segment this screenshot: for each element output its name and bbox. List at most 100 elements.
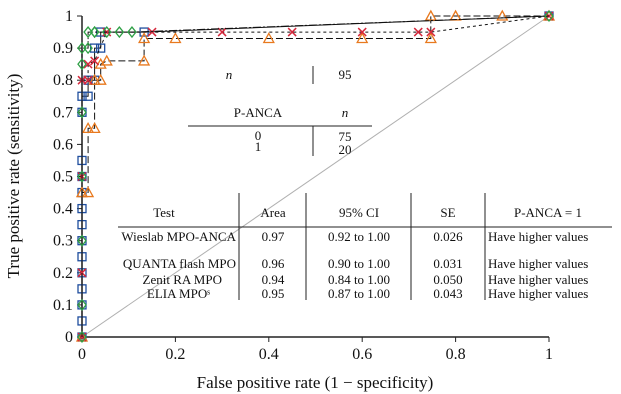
results-cell-panca: Have higher values — [488, 286, 588, 301]
summary-row0-panca: 0 — [255, 128, 262, 143]
results-header-panca: P-ANCA = 1 — [514, 205, 582, 220]
results-cell-area: 0.96 — [262, 256, 285, 271]
x-tick-label: 1 — [545, 346, 553, 363]
summary-row1-n: 20 — [339, 142, 352, 157]
results-cell-se: 0.026 — [433, 229, 463, 244]
data-point — [413, 27, 423, 37]
y-tick-label: 0 — [65, 329, 73, 346]
data-point — [424, 32, 437, 44]
data-point — [101, 26, 112, 39]
data-point — [138, 32, 151, 44]
x-axis-ticks: 0 0.2 0.4 0.6 0.8 1 — [78, 337, 553, 363]
data-point — [77, 298, 87, 311]
data-point — [83, 42, 93, 55]
data-point — [94, 73, 107, 85]
results-cell-area: 0.97 — [262, 229, 285, 244]
results-cell-se: 0.050 — [433, 272, 462, 287]
y-tick-label: 0.8 — [53, 72, 73, 89]
y-axis-ticks: 0 0.1 0.2 0.3 0.4 0.5 0.6 0.7 0.8 0.9 1 — [53, 8, 82, 346]
results-cell-panca: Have higher values — [488, 229, 588, 244]
data-point — [77, 330, 87, 344]
summary-table: n 95 P-ANCA n 0 75 1 20 — [188, 66, 372, 157]
y-tick-label: 0.7 — [53, 104, 73, 121]
reference-diagonal-line — [81, 15, 550, 338]
results-row-zenit: Zenit RA MPO 0.94 0.84 to 1.00 0.050 Hav… — [143, 272, 589, 287]
data-point — [96, 43, 106, 53]
summary-col-panca: P-ANCA — [234, 105, 283, 120]
y-tick-label: 1 — [65, 8, 73, 25]
summary-row1-panca: 1 — [255, 139, 262, 154]
data-point — [89, 43, 100, 53]
data-point — [147, 27, 157, 37]
results-cell-panca: Have higher values — [488, 272, 588, 287]
results-cell-panca: Have higher values — [488, 256, 588, 271]
data-point — [77, 106, 87, 119]
results-header-ci: 95% CI — [339, 205, 379, 220]
data-point — [90, 56, 100, 66]
results-row-quanta: QUANTA flash MPO 0.96 0.90 to 1.00 0.031… — [123, 256, 588, 271]
data-point — [88, 73, 101, 85]
data-point — [426, 27, 436, 37]
y-tick-label: 0.3 — [53, 233, 73, 250]
summary-n-value: 95 — [339, 67, 352, 82]
data-point — [496, 9, 509, 21]
results-row-wieslab: Wieslab MPO-ANCA 0.97 0.92 to 1.00 0.026… — [121, 229, 588, 244]
data-point — [83, 59, 93, 69]
data-point — [81, 122, 95, 134]
results-cell-test: Wieslab MPO-ANCA — [121, 229, 236, 244]
series-layer — [75, 9, 556, 344]
data-point — [114, 26, 125, 39]
results-cell-ci: 0.90 to 1.00 — [328, 256, 390, 271]
results-cell-ci: 0.87 to 1.00 — [328, 286, 390, 301]
y-tick-label: 0.5 — [53, 169, 73, 186]
data-point — [424, 9, 437, 21]
data-point — [77, 268, 87, 278]
y-axis-label: True positive rate (sensitivity) — [4, 74, 23, 279]
series-elia-mpo — [77, 9, 554, 344]
y-tick-label: 0.1 — [53, 297, 73, 314]
series-line — [81, 15, 550, 337]
data-point — [356, 32, 369, 44]
results-cell-test: ELIA MPOˢ — [147, 286, 210, 301]
x-axis-label: False positive rate (1 − specificity) — [197, 373, 434, 392]
summary-n-label: n — [226, 67, 233, 82]
x-tick-label: 0.4 — [259, 346, 279, 363]
results-row-elia: ELIA MPOˢ 0.95 0.87 to 1.00 0.043 Have h… — [147, 286, 588, 301]
x-tick-label: 0 — [78, 346, 86, 363]
data-point — [88, 122, 101, 134]
summary-row0-n: 75 — [339, 129, 352, 144]
data-point — [77, 58, 87, 71]
results-header-test: Test — [153, 205, 175, 220]
data-point — [262, 32, 275, 44]
x-tick-label: 0.8 — [446, 346, 466, 363]
data-point — [138, 54, 151, 66]
results-cell-area: 0.95 — [262, 286, 285, 301]
y-tick-label: 0.2 — [53, 265, 73, 282]
results-header-se: SE — [440, 205, 455, 220]
results-cell-ci: 0.84 to 1.00 — [328, 272, 390, 287]
data-point — [83, 75, 93, 85]
data-point — [77, 234, 87, 247]
data-point — [357, 27, 367, 37]
results-cell-area: 0.94 — [262, 272, 285, 287]
results-cell-ci: 0.92 to 1.00 — [328, 229, 390, 244]
results-table: Test Area 95% CI SE P-ANCA = 1 Wieslab M… — [118, 193, 612, 301]
y-tick-label: 0.9 — [53, 40, 73, 57]
y-tick-label: 0.4 — [53, 201, 73, 218]
data-point — [83, 91, 93, 101]
y-tick-label: 0.6 — [53, 136, 73, 153]
data-point — [77, 170, 87, 183]
data-point — [544, 9, 554, 23]
results-cell-se: 0.031 — [433, 256, 462, 271]
data-point — [81, 186, 95, 198]
data-point — [89, 26, 100, 39]
summary-col-n: n — [342, 105, 349, 120]
data-point — [217, 27, 227, 37]
x-tick-label: 0.6 — [352, 346, 372, 363]
data-point — [100, 54, 113, 66]
data-point — [287, 27, 297, 37]
data-point — [83, 26, 93, 39]
results-cell-test: QUANTA flash MPO — [123, 256, 236, 271]
data-point — [169, 32, 182, 44]
